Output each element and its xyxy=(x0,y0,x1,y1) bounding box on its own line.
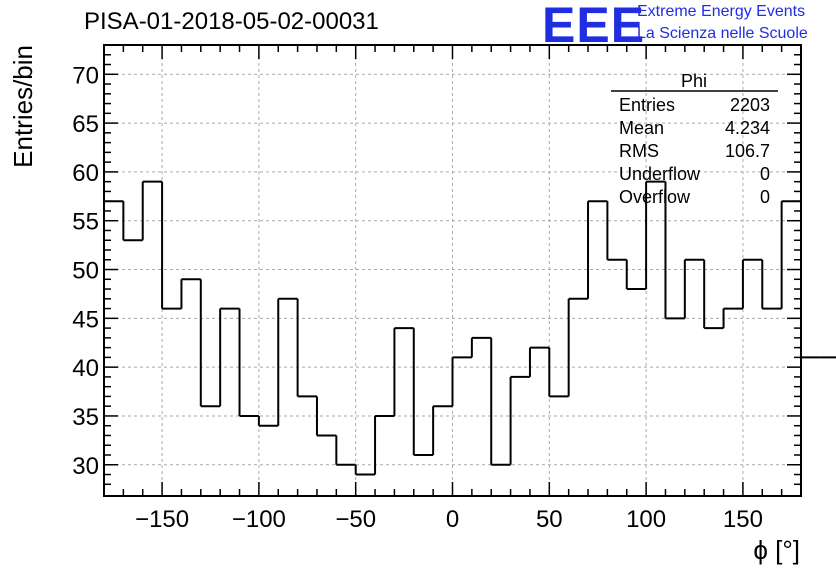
stats-box-label: RMS xyxy=(619,141,659,161)
stats-box-title: Phi xyxy=(681,71,707,91)
stats-box-value: 0 xyxy=(760,164,770,184)
x-tick-label: 50 xyxy=(536,506,563,533)
y-tick-label: 30 xyxy=(72,453,99,480)
chart-title: PISA-01-2018-05-02-00031 xyxy=(84,8,379,35)
y-tick-label: 65 xyxy=(72,111,99,138)
stats-box-value: 106.7 xyxy=(725,141,770,161)
y-tick-label: 40 xyxy=(72,355,99,382)
x-tick-label: 100 xyxy=(626,506,666,533)
stats-box-value: 0 xyxy=(760,187,770,207)
stats-box-label: Entries xyxy=(619,95,675,115)
y-tick-label: 35 xyxy=(72,404,99,431)
x-tick-label: −150 xyxy=(135,506,189,533)
stats-box-value: 2203 xyxy=(730,95,770,115)
stats-box-label: Overflow xyxy=(619,187,691,207)
y-tick-label: 55 xyxy=(72,209,99,236)
stats-box-label: Underflow xyxy=(619,164,701,184)
y-axis-label: Entries/bin xyxy=(8,45,38,168)
stats-box-value: 4.234 xyxy=(725,118,770,138)
eee-logo-line-1: Extreme Energy Events xyxy=(637,3,806,20)
x-tick-label: −100 xyxy=(232,506,286,533)
x-tick-label: 150 xyxy=(723,506,763,533)
stats-box-label: Mean xyxy=(619,118,664,138)
x-tick-label: 0 xyxy=(446,506,459,533)
y-tick-label: 45 xyxy=(72,306,99,333)
x-axis-label: ϕ [°] xyxy=(753,535,800,565)
histogram-bins xyxy=(104,180,836,476)
x-tick-label: −50 xyxy=(335,506,376,533)
y-tick-label: 70 xyxy=(72,62,99,89)
y-tick-label: 50 xyxy=(72,258,99,285)
eee-logo-line-2: La Scienza nelle Scuole xyxy=(637,25,808,42)
y-tick-label: 60 xyxy=(72,160,99,187)
